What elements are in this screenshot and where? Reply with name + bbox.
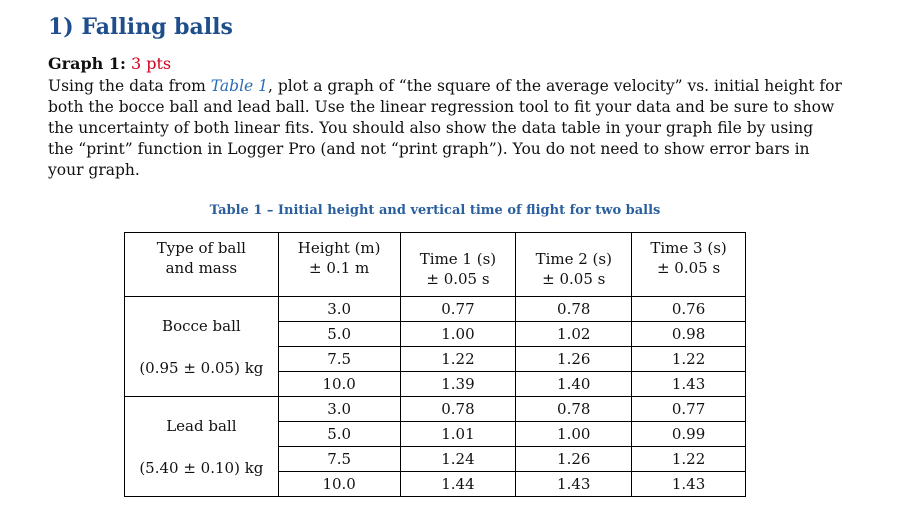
paragraph-line: Using the data from Table 1, plot a grap… — [48, 76, 868, 97]
header-height: Height (m) ± 0.1 m — [277, 232, 401, 297]
time-1-cell: 1.24 — [399, 446, 517, 472]
time-1-cell: 1.39 — [399, 371, 517, 397]
height-cell: 7.5 — [277, 446, 401, 472]
header-line: ± 0.05 s — [656, 259, 721, 277]
paragraph-line: your graph. — [48, 161, 140, 179]
time-2-cell: 1.02 — [515, 321, 633, 347]
table-row: Lead ball (5.40 ± 0.10) kg 3.0 0.78 0.78… — [124, 396, 746, 497]
points-value: 3 pts — [130, 54, 172, 73]
table-row: 10.0 1.44 1.43 1.43 — [125, 471, 746, 497]
time-3-cell: 0.76 — [631, 296, 746, 322]
ball-type-cell: Bocce ball (0.95 ± 0.05) kg — [124, 296, 279, 397]
time-3-cell: 1.43 — [631, 471, 746, 497]
height-cell: 7.5 — [277, 346, 401, 372]
paragraph-text: , plot a graph of “the square of the ave… — [268, 77, 842, 95]
ball-mass: (0.95 ± 0.05) kg — [139, 358, 264, 377]
data-table: Type of ball and mass Height (m) ± 0.1 m… — [124, 232, 746, 497]
time-3-cell: 1.22 — [631, 446, 746, 472]
time-2-cell: 1.43 — [515, 471, 633, 497]
table-header-row: Type of ball and mass Height (m) ± 0.1 m… — [124, 232, 746, 297]
height-cell: 5.0 — [277, 421, 401, 447]
header-time-1: Time 1 (s) ± 0.05 s — [399, 232, 517, 297]
height-cell: 3.0 — [277, 396, 401, 422]
header-ball-type: Type of ball and mass — [124, 232, 279, 297]
paragraph-line: the “print” function in Logger Pro (and … — [48, 140, 810, 158]
header-line: Time 3 (s) — [650, 239, 727, 257]
section-heading: 1) Falling balls — [48, 14, 233, 40]
header-line: Type of ball — [156, 239, 246, 257]
ball-type-cell: Lead ball (5.40 ± 0.10) kg — [124, 396, 279, 497]
height-cell: 5.0 — [277, 321, 401, 347]
time-1-cell: 0.77 — [399, 296, 517, 322]
graph-title: Graph 1: 3 pts — [48, 54, 171, 73]
header-line: Time 1 (s) — [419, 249, 497, 268]
instructions-paragraph: Using the data from Table 1, plot a grap… — [48, 76, 868, 181]
paragraph-line: both the bocce ball and lead ball. Use t… — [48, 98, 835, 116]
time-1-cell: 1.01 — [399, 421, 517, 447]
paragraph-text: Using the data from — [48, 77, 211, 95]
time-2-cell: 1.00 — [515, 421, 633, 447]
header-line: ± 0.1 m — [309, 259, 370, 277]
ball-mass: (5.40 ± 0.10) kg — [139, 458, 264, 477]
height-cell: 3.0 — [277, 296, 401, 322]
table-row: Bocce ball (0.95 ± 0.05) kg 3.0 0.77 0.7… — [124, 296, 746, 397]
height-cell: 10.0 — [277, 371, 401, 397]
table-row: 5.0 1.01 1.00 0.99 — [125, 421, 746, 447]
header-line: ± 0.05 s — [426, 269, 490, 288]
time-2-cell: 0.78 — [515, 296, 633, 322]
time-3-cell: 0.77 — [631, 396, 746, 422]
header-line: ± 0.05 s — [542, 269, 606, 288]
table-caption: Table 1 – Initial height and vertical ti… — [209, 203, 661, 218]
table-row: 7.5 1.24 1.26 1.22 — [125, 446, 746, 472]
time-3-cell: 1.43 — [631, 371, 746, 397]
paragraph-line: the uncertainty of both linear fits. You… — [48, 119, 814, 137]
header-time-2: Time 2 (s) ± 0.05 s — [515, 232, 633, 297]
header-time-3: Time 3 (s) ± 0.05 s — [631, 232, 746, 297]
header-line: Height (m) — [297, 239, 381, 257]
time-1-cell: 1.00 — [399, 321, 517, 347]
table-row: 10.0 1.39 1.40 1.43 — [125, 371, 746, 397]
table-row: 7.5 1.22 1.26 1.22 — [125, 346, 746, 372]
height-cell: 10.0 — [277, 471, 401, 497]
header-line: and mass — [165, 259, 238, 277]
time-1-cell: 1.44 — [399, 471, 517, 497]
time-1-cell: 1.22 — [399, 346, 517, 372]
header-line: Time 2 (s) — [535, 249, 612, 268]
ball-name: Lead ball — [166, 416, 237, 435]
table-reference-link[interactable]: Table 1 — [210, 77, 268, 95]
time-2-cell: 1.26 — [515, 446, 633, 472]
ball-name: Bocce ball — [162, 316, 241, 335]
time-2-cell: 1.26 — [515, 346, 633, 372]
graph-label: Graph 1: — [48, 54, 126, 73]
time-1-cell: 0.78 — [399, 396, 517, 422]
time-3-cell: 0.99 — [631, 421, 746, 447]
time-3-cell: 0.98 — [631, 321, 746, 347]
time-2-cell: 0.78 — [515, 396, 633, 422]
time-2-cell: 1.40 — [515, 371, 633, 397]
table-row: 5.0 1.00 1.02 0.98 — [125, 321, 746, 347]
time-3-cell: 1.22 — [631, 346, 746, 372]
